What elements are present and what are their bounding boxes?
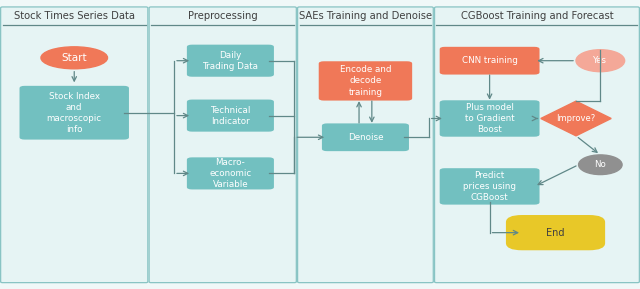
FancyBboxPatch shape — [440, 168, 540, 205]
FancyBboxPatch shape — [319, 61, 412, 101]
Text: Predict
prices using
CGBoost: Predict prices using CGBoost — [463, 171, 516, 202]
FancyBboxPatch shape — [435, 7, 639, 283]
Text: SAEs Training and Denoise: SAEs Training and Denoise — [299, 11, 432, 21]
Text: Technical
Indicator: Technical Indicator — [210, 105, 251, 126]
Text: End: End — [547, 228, 564, 238]
Text: CGBoost Training and Forecast: CGBoost Training and Forecast — [461, 11, 613, 21]
Text: Plus model
to Gradient
Boost: Plus model to Gradient Boost — [465, 103, 515, 134]
Text: Denoise: Denoise — [348, 133, 383, 142]
FancyBboxPatch shape — [187, 99, 274, 132]
FancyBboxPatch shape — [506, 215, 605, 250]
FancyBboxPatch shape — [20, 86, 129, 140]
FancyBboxPatch shape — [298, 7, 433, 283]
Ellipse shape — [41, 47, 108, 69]
FancyBboxPatch shape — [187, 45, 274, 77]
FancyBboxPatch shape — [322, 123, 409, 151]
Text: Stock Index
and
macroscopic
info: Stock Index and macroscopic info — [47, 92, 102, 134]
Text: No: No — [595, 160, 606, 169]
FancyBboxPatch shape — [1, 7, 148, 283]
Text: Improve?: Improve? — [556, 114, 596, 123]
Circle shape — [576, 50, 625, 72]
FancyBboxPatch shape — [187, 157, 274, 190]
Text: Stock Times Series Data: Stock Times Series Data — [13, 11, 135, 21]
Text: Start: Start — [61, 53, 87, 63]
FancyBboxPatch shape — [440, 47, 540, 75]
Text: Encode and
decode
training: Encode and decode training — [340, 65, 391, 97]
Text: CNN training: CNN training — [461, 56, 518, 65]
Circle shape — [579, 155, 622, 175]
FancyBboxPatch shape — [149, 7, 296, 283]
FancyBboxPatch shape — [440, 100, 540, 137]
Text: Preprocessing: Preprocessing — [188, 11, 257, 21]
Text: Daily
Trading Data: Daily Trading Data — [202, 51, 259, 71]
Polygon shape — [541, 101, 611, 136]
Text: Macro-
economic
Variable: Macro- economic Variable — [209, 158, 252, 189]
Text: Yes: Yes — [593, 56, 607, 65]
